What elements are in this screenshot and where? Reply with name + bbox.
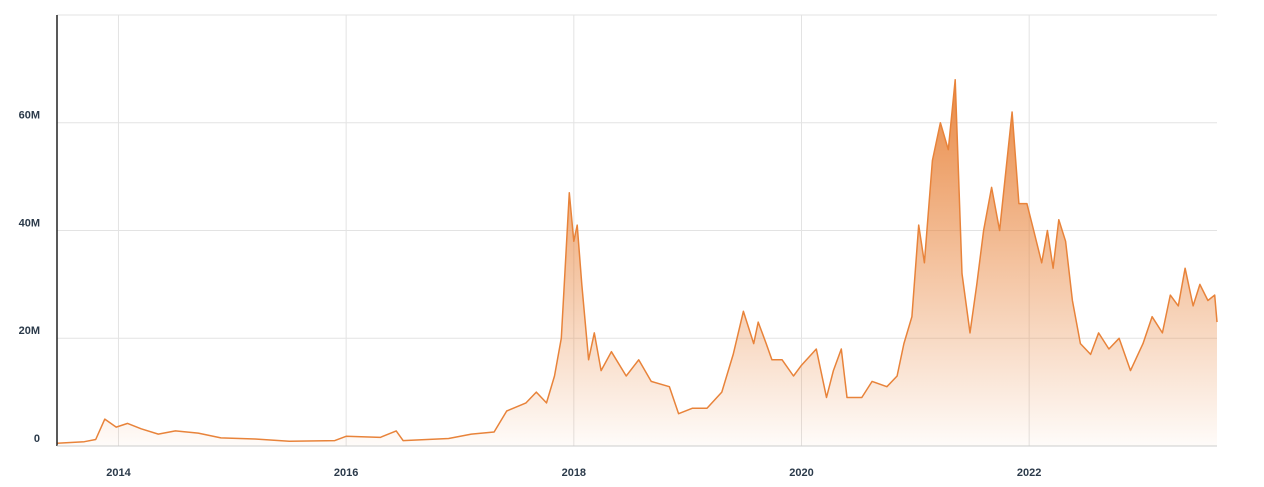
x-tick-label: 2016: [334, 467, 358, 479]
x-tick-label: 2020: [789, 467, 813, 479]
area-fill: [57, 79, 1217, 446]
area-line: [56, 78, 1218, 445]
x-tick-label: 2014: [106, 467, 131, 479]
y-tick-label: 0: [34, 433, 40, 445]
x-tick-label: 2018: [562, 467, 586, 479]
y-tick-label: 40M: [19, 217, 40, 229]
y-tick-label: 20M: [19, 325, 40, 337]
y-tick-label: 60M: [19, 110, 40, 122]
x-tick-label: 2022: [1017, 467, 1041, 479]
